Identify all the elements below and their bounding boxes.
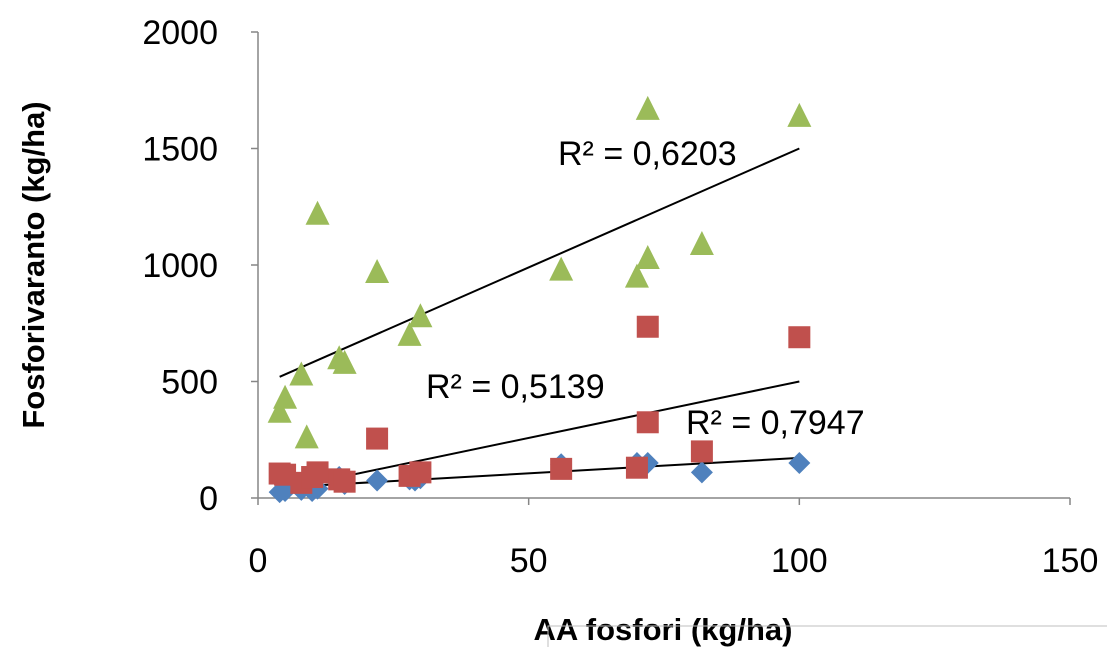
data-point-series-3 [294,424,319,449]
data-point-series-3 [408,303,433,328]
data-point-series-3 [397,321,422,346]
data-point-series-2 [306,461,329,484]
data-points [267,95,812,504]
x-tick-label: 100 [771,542,828,580]
data-point-series-3 [273,384,298,409]
data-point-series-3 [267,398,292,423]
y-axis-title: Fosforivaranto (kg/ha) [16,101,51,428]
data-point-series-2 [690,440,713,463]
data-point-series-3 [635,245,660,270]
y-tick-label: 2000 [142,14,218,52]
data-point-series-2 [366,427,389,450]
data-point-series-1 [366,469,389,492]
trendline-series-3 [279,147,800,378]
data-point-series-3 [549,256,574,281]
y-tick-label: 0 [199,480,218,518]
data-point-series-3 [305,200,330,225]
data-point-series-2 [636,315,659,338]
cropped-frame-edge [547,625,1107,647]
data-point-series-2 [409,461,432,484]
data-point-series-3 [289,361,314,386]
data-point-series-3 [365,258,390,283]
y-tick-label: 1500 [142,131,218,169]
data-point-series-2 [788,326,811,349]
data-point-series-3 [635,95,660,120]
trendline-series-2 [279,380,800,491]
data-point-series-1 [788,452,811,475]
data-point-series-3 [332,349,357,374]
r-squared-label: R² = 0,7947 [686,404,865,442]
data-point-series-3 [624,263,649,288]
r2-labels: R² = 0,7947 R² = 0,5139 R² = 0,6203 [426,135,865,442]
trendlines [279,147,800,491]
data-point-series-2 [333,470,356,493]
data-point-series-2 [550,457,573,480]
data-point-series-2 [625,456,648,479]
x-axis-title: AA fosfori (kg/ha) [534,612,793,647]
data-point-series-1 [690,461,713,484]
data-point-series-2 [636,411,659,434]
r-squared-label: R² = 0,5139 [426,368,605,406]
x-tick-label: 150 [1042,542,1099,580]
y-tick-label: 1000 [142,247,218,285]
x-tick-label: 50 [510,542,548,580]
x-tick-label: 0 [249,542,268,580]
data-point-series-3 [689,231,714,256]
trendline-series-1 [279,456,800,489]
y-tick-label: 500 [161,364,218,402]
r-squared-label: R² = 0,6203 [558,135,737,173]
data-point-series-3 [787,102,812,127]
